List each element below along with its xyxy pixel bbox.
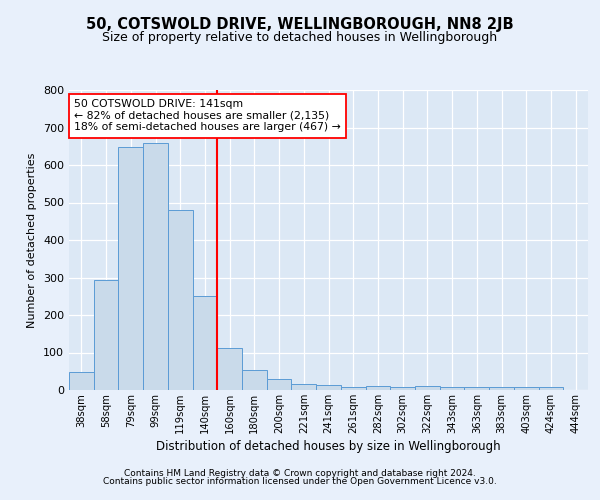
Bar [267,379,292,390]
X-axis label: Distribution of detached houses by size in Wellingborough: Distribution of detached houses by size … [156,440,501,453]
Text: 50 COTSWOLD DRIVE: 141sqm
← 82% of detached houses are smaller (2,135)
18% of se: 50 COTSWOLD DRIVE: 141sqm ← 82% of detac… [74,99,341,132]
Text: Contains HM Land Registry data © Crown copyright and database right 2024.: Contains HM Land Registry data © Crown c… [124,468,476,477]
Bar [316,385,341,390]
Text: Contains public sector information licensed under the Open Government Licence v3: Contains public sector information licen… [103,477,497,486]
Bar [489,387,514,390]
Bar [143,142,168,390]
Bar [415,386,440,390]
Bar [168,210,193,390]
Bar [341,387,365,390]
Bar [94,280,118,390]
Text: 50, COTSWOLD DRIVE, WELLINGBOROUGH, NN8 2JB: 50, COTSWOLD DRIVE, WELLINGBOROUGH, NN8 … [86,18,514,32]
Bar [464,387,489,390]
Bar [440,387,464,390]
Bar [193,296,217,390]
Bar [118,147,143,390]
Bar [242,370,267,390]
Bar [69,372,94,390]
Bar [365,386,390,390]
Text: Size of property relative to detached houses in Wellingborough: Size of property relative to detached ho… [103,31,497,44]
Bar [390,387,415,390]
Bar [292,384,316,390]
Bar [514,387,539,390]
Y-axis label: Number of detached properties: Number of detached properties [28,152,37,328]
Bar [539,387,563,390]
Bar [217,348,242,390]
